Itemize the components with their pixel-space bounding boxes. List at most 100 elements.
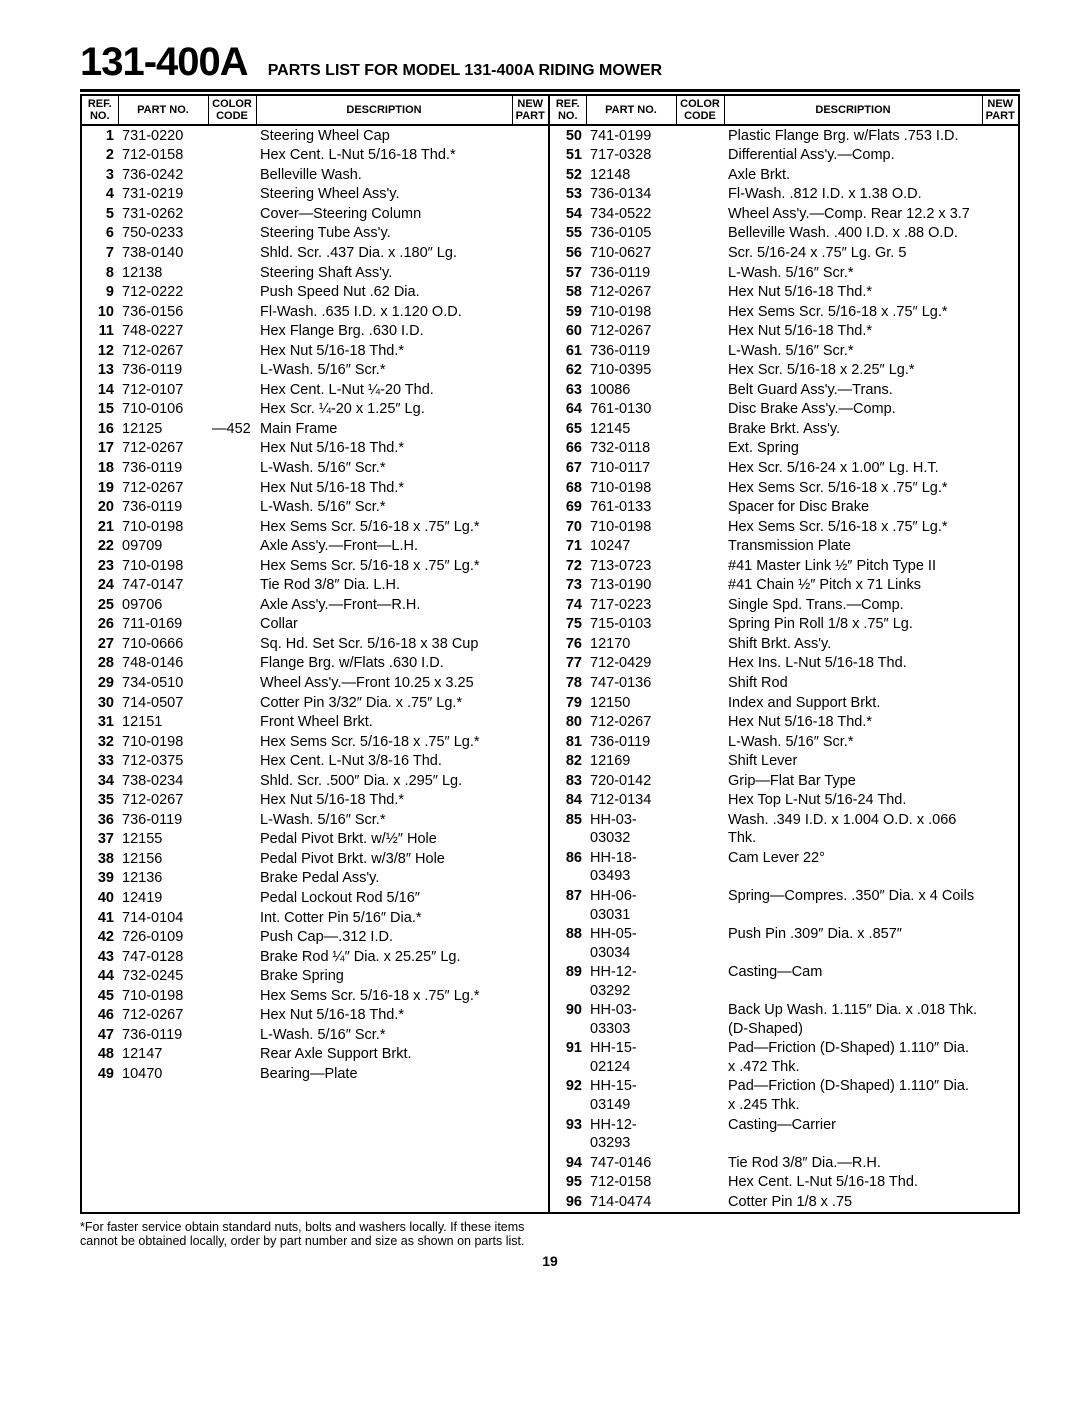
cell-color (208, 576, 256, 596)
cell-color (676, 243, 724, 263)
cell-ref: 95 (550, 1173, 586, 1193)
cell-desc: Hex Nut 5/16-18 Thd.* (256, 478, 512, 498)
table-row: 93HH-12-03293Casting—Carrier (550, 1115, 1018, 1153)
cell-color (208, 125, 256, 146)
cell-new (512, 498, 548, 518)
cell-ref: 91 (550, 1039, 586, 1077)
cell-new (512, 928, 548, 948)
cell-part: HH-03-03032 (586, 810, 676, 848)
table-row: 84712-0134Hex Top L-Nut 5/16-24 Thd. (550, 791, 1018, 811)
cell-part: 712-0222 (118, 283, 208, 303)
table-row: 1612125—452Main Frame (82, 419, 548, 439)
table-row: 60712-0267Hex Nut 5/16-18 Thd.* (550, 322, 1018, 342)
cell-color (208, 439, 256, 459)
cell-color (676, 439, 724, 459)
cell-ref: 30 (82, 693, 118, 713)
cell-new (982, 654, 1018, 674)
table-row: 3736-0242Belleville Wash. (82, 165, 548, 185)
table-row: 36736-0119L-Wash. 5/16″ Scr.* (82, 810, 548, 830)
cell-color (208, 713, 256, 733)
table-row: 4731-0219Steering Wheel Ass'y. (82, 185, 548, 205)
table-row: 812138Steering Shaft Ass'y. (82, 263, 548, 283)
table-row: 46712-0267Hex Nut 5/16-18 Thd.* (82, 1006, 548, 1026)
cell-color (208, 967, 256, 987)
col-new: NEW PART (982, 95, 1018, 125)
cell-desc: Hex Sems Scr. 5/16-18 x .75″ Lg.* (256, 556, 512, 576)
cell-color (208, 1045, 256, 1065)
cell-new (512, 634, 548, 654)
table-row: 19712-0267Hex Nut 5/16-18 Thd.* (82, 478, 548, 498)
cell-part: 09706 (118, 595, 208, 615)
cell-part: 715-0103 (586, 615, 676, 635)
cell-ref: 79 (550, 693, 586, 713)
cell-color (208, 380, 256, 400)
cell-new (512, 713, 548, 733)
cell-part: 712-0267 (118, 439, 208, 459)
cell-color (208, 615, 256, 635)
cell-part: 710-0198 (118, 556, 208, 576)
cell-part: 712-0158 (586, 1173, 676, 1193)
cell-ref: 43 (82, 947, 118, 967)
cell-ref: 29 (82, 674, 118, 694)
table-row: 18736-0119L-Wash. 5/16″ Scr.* (82, 458, 548, 478)
cell-part: 731-0219 (118, 185, 208, 205)
cell-desc: Spacer for Disc Brake (724, 498, 982, 518)
cell-part: 713-0190 (586, 576, 676, 596)
cell-ref: 96 (550, 1192, 586, 1212)
cell-new (512, 458, 548, 478)
cell-color (208, 204, 256, 224)
table-row: 54734-0522Wheel Ass'y.—Comp. Rear 12.2 x… (550, 204, 1018, 224)
cell-desc: Brake Brkt. Ass'y. (724, 419, 982, 439)
cell-ref: 6 (82, 224, 118, 244)
cell-ref: 67 (550, 458, 586, 478)
table-row: 5731-0262Cover—Steering Column (82, 204, 548, 224)
left-column: REF. NO. PART NO. COLOR CODE DESCRIPTION… (82, 94, 550, 1212)
col-ref: REF. NO. (82, 95, 118, 125)
cell-part: 731-0262 (118, 204, 208, 224)
page-title: PARTS LIST FOR MODEL 131-400A RIDING MOW… (268, 62, 662, 80)
cell-color (208, 654, 256, 674)
table-row: 3712155Pedal Pivot Brkt. w/½″ Hole (82, 830, 548, 850)
cell-ref: 66 (550, 439, 586, 459)
cell-new (982, 693, 1018, 713)
cell-color (208, 283, 256, 303)
cell-desc: Rear Axle Support Brkt. (256, 1045, 512, 1065)
col-desc: DESCRIPTION (256, 95, 512, 125)
cell-new (982, 165, 1018, 185)
cell-new (982, 361, 1018, 381)
cell-new (982, 576, 1018, 596)
cell-part: 761-0133 (586, 498, 676, 518)
cell-part: 712-0267 (118, 1006, 208, 1026)
cell-desc: Pad—Friction (D-Shaped) 1.110″ Dia. x .4… (724, 1039, 982, 1077)
cell-new (982, 185, 1018, 205)
col-part: PART NO. (118, 95, 208, 125)
cell-new (982, 1173, 1018, 1193)
cell-ref: 92 (550, 1077, 586, 1115)
cell-new (982, 302, 1018, 322)
cell-color (208, 556, 256, 576)
cell-color (676, 752, 724, 772)
cell-part: 736-0134 (586, 185, 676, 205)
cell-color (208, 302, 256, 322)
cell-color (676, 400, 724, 420)
table-row: 13736-0119L-Wash. 5/16″ Scr.* (82, 361, 548, 381)
cell-part: 736-0119 (118, 458, 208, 478)
cell-color (676, 576, 724, 596)
cell-new (512, 537, 548, 557)
cell-color (676, 283, 724, 303)
cell-part: 712-0375 (118, 752, 208, 772)
cell-color (208, 1064, 256, 1084)
cell-new (982, 263, 1018, 283)
cell-desc: Hex Cent. L-Nut 5/16-18 Thd.* (256, 146, 512, 166)
cell-new (982, 963, 1018, 1001)
table-row: 30714-0507Cotter Pin 3/32″ Dia. x .75″ L… (82, 693, 548, 713)
cell-part: 12125 (118, 419, 208, 439)
table-row: 73713-0190#41 Chain ½″ Pitch x 71 Links (550, 576, 1018, 596)
cell-part: 747-0128 (118, 947, 208, 967)
cell-part: HH-12-03292 (586, 963, 676, 1001)
cell-color (676, 963, 724, 1001)
cell-new (512, 693, 548, 713)
cell-new (512, 400, 548, 420)
cell-color (208, 361, 256, 381)
cell-desc: Tie Rod 3/8″ Dia.—R.H. (724, 1153, 982, 1173)
